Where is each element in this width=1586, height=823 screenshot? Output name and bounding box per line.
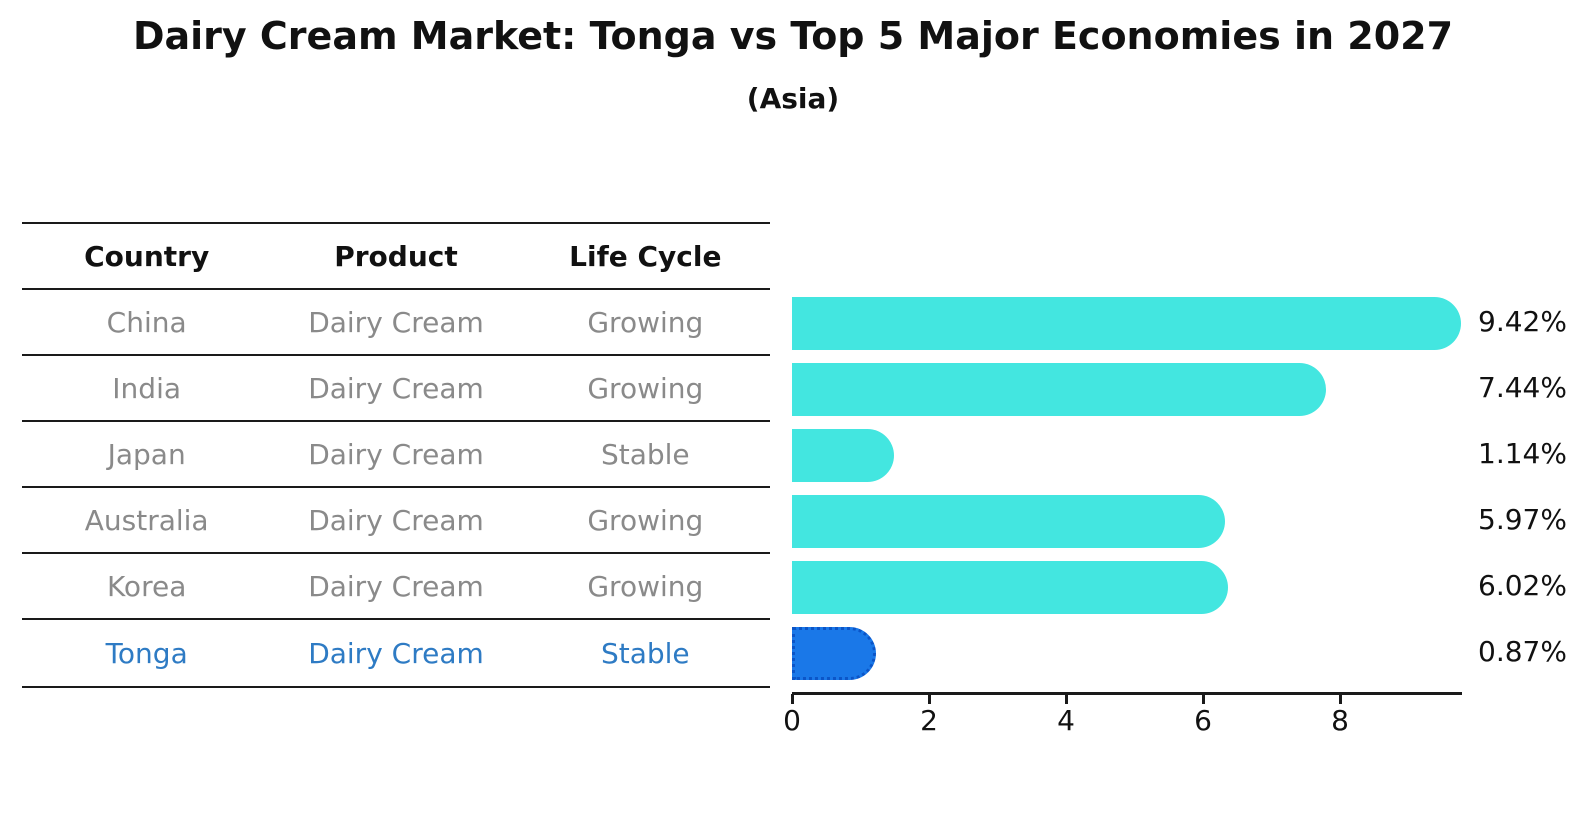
cell-country: India: [112, 371, 182, 405]
value-label-korea: 6.02%: [1478, 568, 1567, 602]
cell-product: Dairy Cream: [308, 305, 484, 339]
table-row-japan: Japan Dairy Cream Stable: [22, 422, 770, 488]
cell-product: Dairy Cream: [308, 569, 484, 603]
cell-country: Tonga: [105, 636, 188, 670]
table-header-life-cycle: Life Cycle: [569, 239, 722, 273]
value-label-china: 9.42%: [1478, 304, 1567, 338]
cell-country: China: [106, 305, 187, 339]
cell-product: Dairy Cream: [308, 371, 484, 405]
bar-korea: [792, 561, 1229, 614]
chart-subtitle: (Asia): [746, 82, 840, 115]
table-header-product: Product: [334, 239, 458, 273]
table-header-country: Country: [84, 239, 210, 273]
x-axis-tick-label: 4: [1057, 704, 1075, 737]
table-row-tonga: Tonga Dairy Cream Stable: [22, 620, 770, 688]
table-row-china: China Dairy Cream Growing: [22, 290, 770, 356]
x-axis-tick-label: 0: [783, 704, 801, 737]
table-body: China Dairy Cream Growing India Dairy Cream G…: [22, 290, 770, 688]
table-row-korea: Korea Dairy Cream Growing: [22, 554, 770, 620]
cell-life-cycle: Stable: [600, 636, 690, 670]
x-axis-tick-mark: [928, 694, 931, 704]
table-row-australia: Australia Dairy Cream Growing: [22, 488, 770, 554]
x-axis-tick-mark: [1339, 694, 1342, 704]
cell-product: Dairy Cream: [308, 503, 484, 537]
cell-life-cycle: Growing: [587, 569, 704, 603]
cell-product: Dairy Cream: [308, 437, 484, 471]
x-axis-tick-label: 8: [1331, 704, 1349, 737]
country-table: Country Product Life Cycle China Dairy Crea…: [22, 222, 770, 688]
cell-product: Dairy Cream: [308, 636, 484, 670]
value-label-japan: 1.14%: [1478, 436, 1567, 470]
cell-country: Australia: [84, 503, 209, 537]
cell-life-cycle: Growing: [587, 305, 704, 339]
x-axis-tick-mark: [1202, 694, 1205, 704]
cell-life-cycle: Growing: [587, 503, 704, 537]
table-row-india: India Dairy Cream Growing: [22, 356, 770, 422]
cell-life-cycle: Stable: [600, 437, 690, 471]
bar-india: [792, 363, 1326, 416]
value-label-india: 7.44%: [1478, 370, 1567, 404]
bar-japan: [792, 429, 895, 482]
cell-country: Japan: [107, 437, 186, 471]
x-axis-tick-mark: [1065, 694, 1068, 704]
value-label-australia: 5.97%: [1478, 502, 1567, 536]
bar-australia: [792, 495, 1225, 548]
bar-china: [792, 297, 1462, 350]
cell-life-cycle: Growing: [587, 371, 704, 405]
bar-tonga: [792, 627, 876, 680]
x-axis-tick-label: 6: [1194, 704, 1212, 737]
table-header-row: Country Product Life Cycle: [22, 224, 770, 290]
chart-title: Dairy Cream Market: Tonga vs Top 5 Major…: [132, 14, 1454, 58]
x-axis-tick-label: 2: [920, 704, 938, 737]
cell-country: Korea: [106, 569, 187, 603]
x-axis-line: [792, 692, 1462, 695]
x-axis-tick-mark: [791, 694, 794, 704]
value-label-tonga: 0.87%: [1478, 634, 1567, 668]
